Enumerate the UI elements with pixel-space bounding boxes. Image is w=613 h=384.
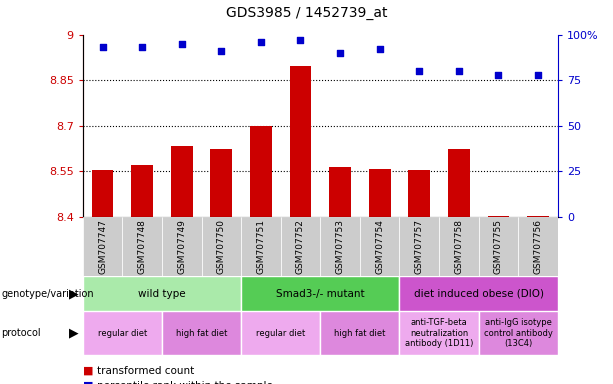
Bar [400, 217, 439, 276]
Bar [360, 217, 400, 276]
Text: Smad3-/- mutant: Smad3-/- mutant [276, 289, 365, 299]
Bar [439, 217, 479, 276]
Text: regular diet: regular diet [256, 329, 305, 338]
Bar [321, 217, 360, 276]
Bar [400, 276, 558, 311]
Point [533, 72, 543, 78]
Point [335, 50, 345, 56]
Bar [83, 217, 123, 276]
Text: high fat diet: high fat diet [334, 329, 386, 338]
Point [295, 37, 305, 43]
Bar [408, 170, 430, 217]
Text: GDS3985 / 1452739_at: GDS3985 / 1452739_at [226, 6, 387, 20]
Text: wild type: wild type [138, 289, 186, 299]
Point [454, 68, 464, 74]
Text: GSM707758: GSM707758 [454, 219, 463, 274]
Text: anti-TGF-beta
neutralization
antibody (1D11): anti-TGF-beta neutralization antibody (1… [405, 318, 473, 348]
Bar [162, 311, 241, 355]
Text: GSM707754: GSM707754 [375, 219, 384, 274]
Text: high fat diet: high fat diet [176, 329, 227, 338]
Text: GSM707751: GSM707751 [256, 219, 265, 274]
Text: GSM707748: GSM707748 [138, 219, 147, 274]
Bar [210, 149, 232, 217]
Bar [250, 126, 272, 217]
Text: GSM707753: GSM707753 [335, 219, 345, 274]
Text: GSM707756: GSM707756 [533, 219, 543, 274]
Text: GSM707749: GSM707749 [177, 219, 186, 274]
Point [256, 39, 266, 45]
Point [414, 68, 424, 74]
Text: GSM707755: GSM707755 [494, 219, 503, 274]
Text: GSM707757: GSM707757 [415, 219, 424, 274]
Bar [527, 216, 549, 217]
Text: percentile rank within the sample: percentile rank within the sample [97, 381, 273, 384]
Text: GSM707747: GSM707747 [98, 219, 107, 274]
Bar [162, 217, 202, 276]
Bar [289, 66, 311, 217]
Text: transformed count: transformed count [97, 366, 194, 376]
Bar [92, 170, 113, 217]
Text: diet induced obese (DIO): diet induced obese (DIO) [414, 289, 544, 299]
Text: ▶: ▶ [69, 287, 78, 300]
Bar [479, 217, 518, 276]
Point [493, 72, 503, 78]
Bar [281, 217, 321, 276]
Bar [321, 311, 400, 355]
Text: regular diet: regular diet [97, 329, 147, 338]
Bar [83, 311, 162, 355]
Bar [487, 216, 509, 217]
Point [97, 44, 107, 50]
Bar [448, 149, 470, 217]
Bar [241, 311, 321, 355]
Point [137, 44, 147, 50]
Text: GSM707750: GSM707750 [217, 219, 226, 274]
Bar [83, 276, 241, 311]
Point [216, 48, 226, 54]
Text: ■: ■ [83, 366, 93, 376]
Bar [479, 311, 558, 355]
Point [375, 46, 384, 52]
Text: ▶: ▶ [69, 327, 78, 339]
Bar [329, 167, 351, 217]
Text: genotype/variation: genotype/variation [1, 289, 94, 299]
Text: anti-IgG isotype
control antibody
(13C4): anti-IgG isotype control antibody (13C4) [484, 318, 553, 348]
Point [177, 41, 186, 47]
Text: protocol: protocol [1, 328, 41, 338]
Bar [518, 217, 558, 276]
Text: ■: ■ [83, 381, 93, 384]
Bar [171, 146, 192, 217]
Bar [202, 217, 241, 276]
Bar [369, 169, 390, 217]
Bar [123, 217, 162, 276]
Text: GSM707752: GSM707752 [296, 219, 305, 274]
Bar [241, 217, 281, 276]
Bar [400, 311, 479, 355]
Bar [131, 165, 153, 217]
Bar [241, 276, 400, 311]
